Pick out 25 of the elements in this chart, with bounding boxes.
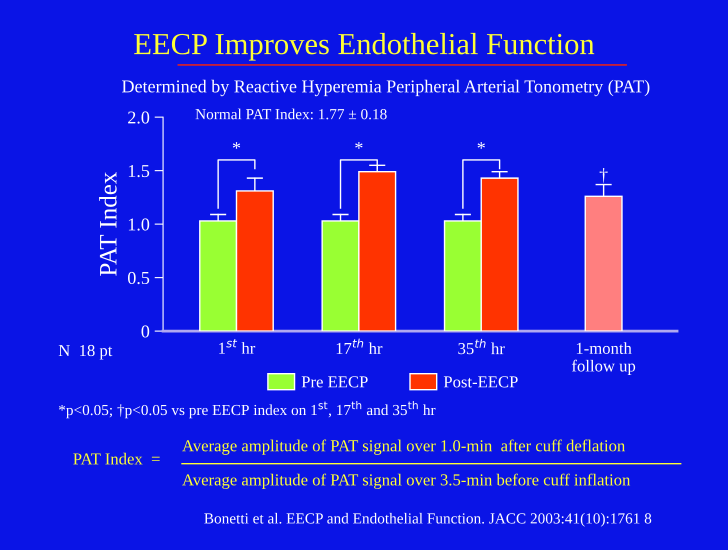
chart-title: EECP Improves Endothelial Function [134,32,594,61]
text: Average amplitude of PAT signal over 3.5-min before cuff inflation [182,474,630,489]
y-tick-label: 0.5 [128,272,150,284]
text: Average amplitude of PAT signal over 1.0-min after cuff deflation [182,439,626,455]
y-tick-label: 0 [142,325,150,338]
annotation: * [478,142,485,149]
y-tick-label: 2.0 [128,111,150,124]
annotation: † [600,168,608,183]
chart-subtitle: Determined by Reactive Hyperemia Peripheral Arterial Tonometry (PAT) [122,80,650,96]
text: N 18 pt [58,344,112,360]
y-tick-label: 1.5 [128,164,150,178]
x-tick-label: 35$^{th}$ hr [458,338,505,354]
annotation: Normal PAT Index: 1.77 ± 0.18 [196,108,387,120]
text: *p<0.05; †p<0.05 vs pre EECP index on 1$^{st}$, 17$^{th}$ and 35$^{th}$ hr [58,401,436,418]
x-tick-label: 1-month follow up [572,342,636,375]
y-tick-label: 1.0 [128,218,150,231]
annotation: * [355,142,363,149]
y-axis-title: PAT Index [99,172,117,276]
text: PAT Index = [73,452,160,465]
x-tick-label: 17$^{th}$ hr [336,338,382,354]
x-tick-label: 1$^{st}$ hr [219,339,256,354]
text: Bonetti et al. EECP and Endothelial Function. JACC 2003:41(10):1761 8 [204,512,652,527]
legend-label: Pre EECP [302,376,368,388]
legend-label: Post-EECP [444,376,518,388]
annotation: * [232,142,240,149]
